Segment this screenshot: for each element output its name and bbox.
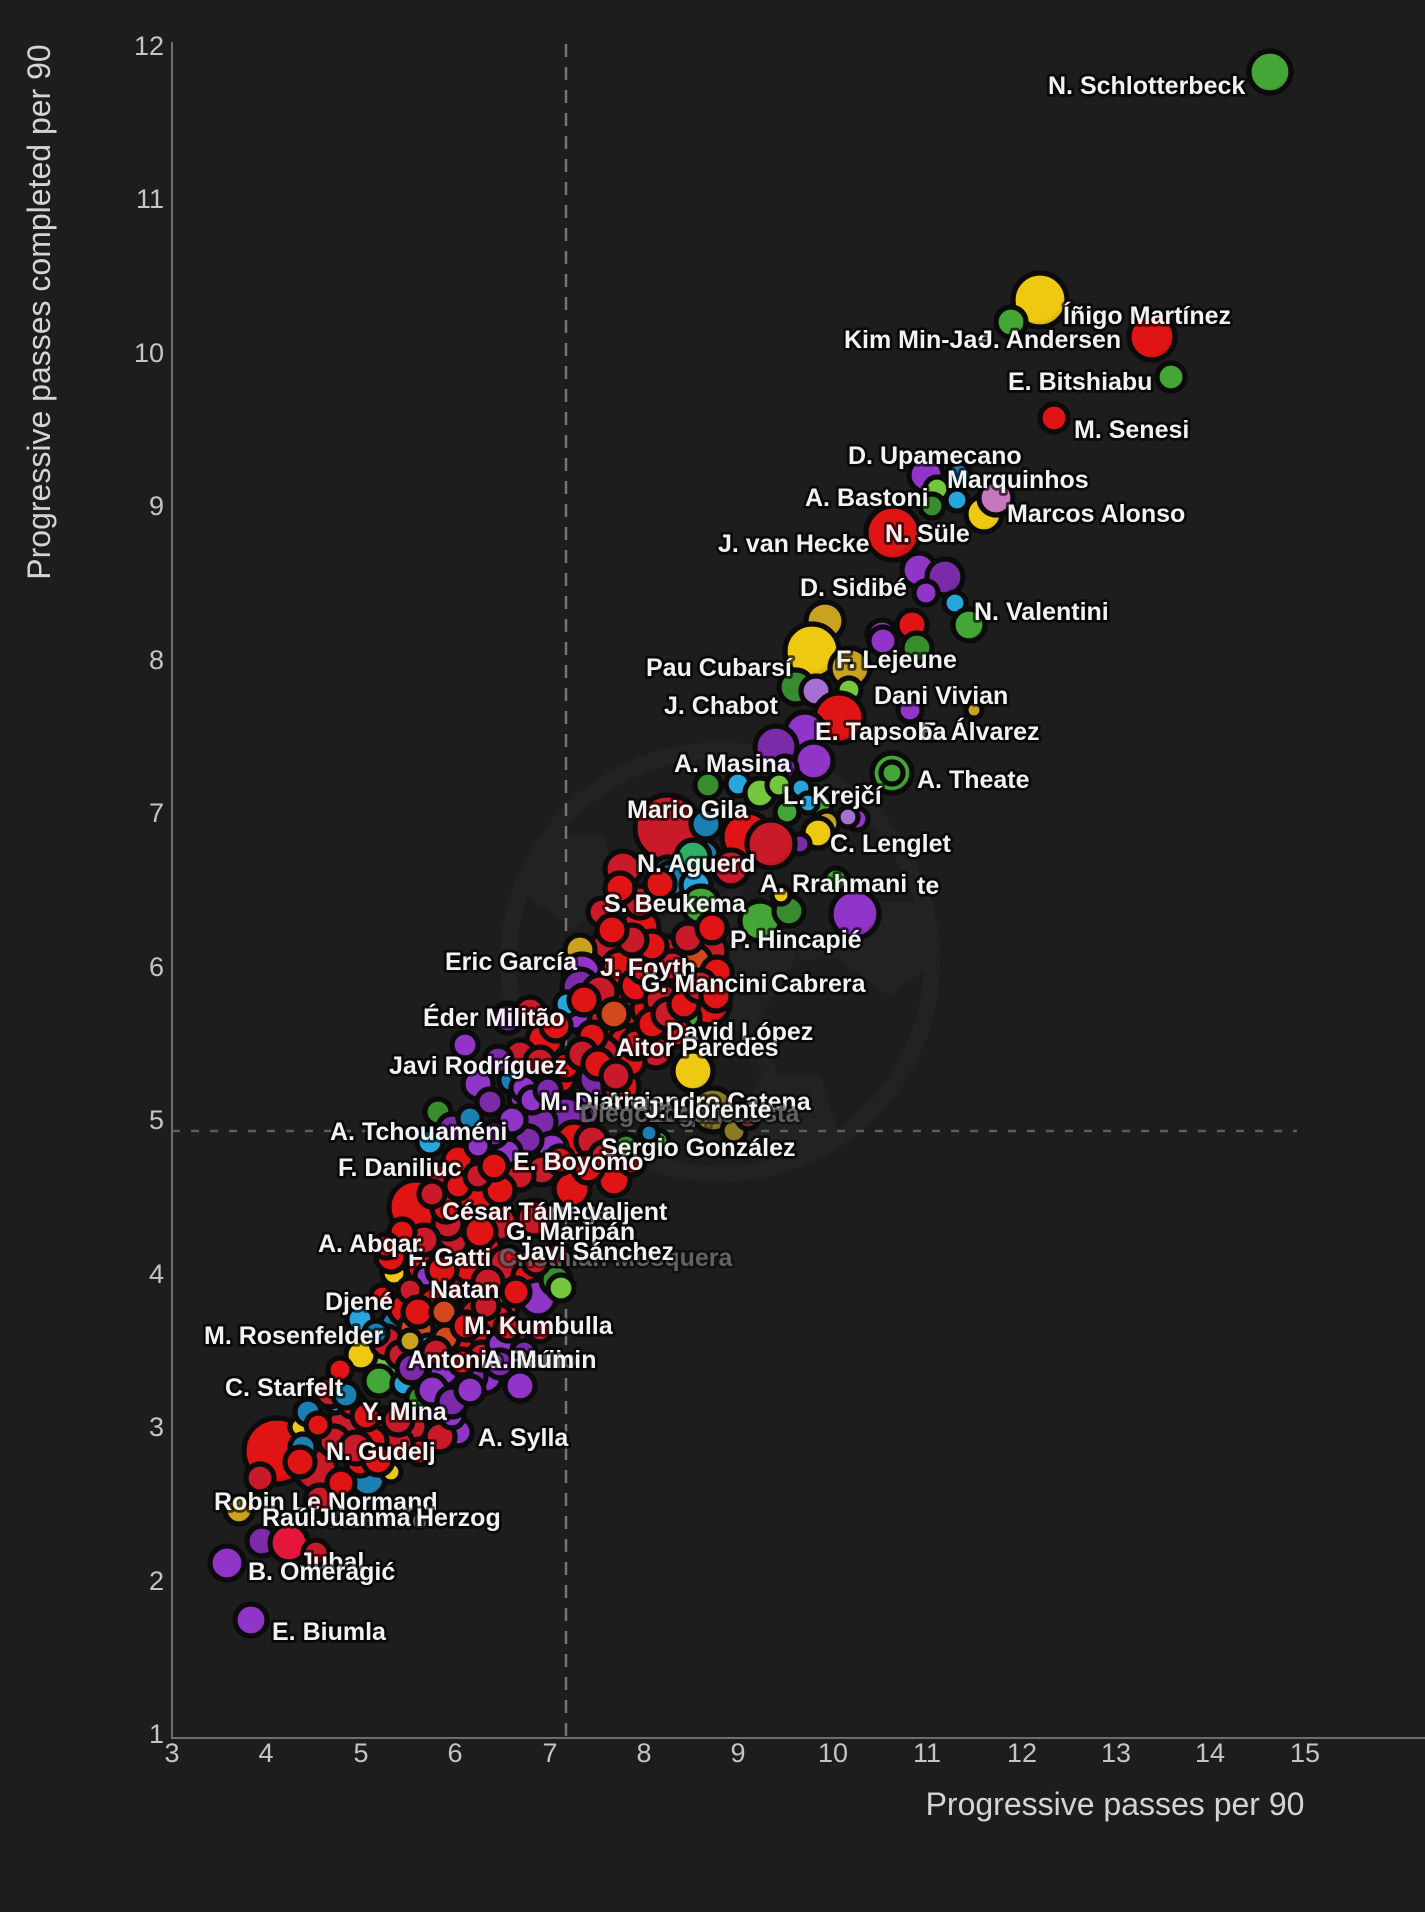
- svg-text:N. Valentini: N. Valentini: [974, 598, 1109, 626]
- svg-text:L. Krejčí: L. Krejčí: [783, 782, 883, 810]
- svg-text:J. Llorente: J. Llorente: [645, 1096, 772, 1124]
- svg-text:7: 7: [542, 1738, 557, 1768]
- svg-text:3: 3: [164, 1738, 179, 1768]
- svg-text:15: 15: [1290, 1738, 1320, 1768]
- svg-text:E. Tapsoba: E. Tapsoba: [815, 718, 948, 746]
- svg-text:M. Valjent: M. Valjent: [552, 1198, 668, 1226]
- svg-text:Eric García: Eric García: [445, 948, 578, 976]
- svg-text:12: 12: [134, 31, 164, 61]
- svg-text:Logan Costa: Logan Costa: [648, 1100, 800, 1128]
- svg-text:Natan: Natan: [430, 1276, 499, 1304]
- svg-text:Éder Militão: Éder Militão: [423, 1003, 565, 1032]
- svg-text:Kim Min-Jae: Kim Min-Jae: [844, 326, 991, 354]
- svg-text:César Tárrega: César Tárrega: [442, 1198, 611, 1226]
- svg-text:Y. Mina: Y. Mina: [362, 1398, 448, 1426]
- svg-text:4: 4: [149, 1259, 164, 1289]
- svg-text:Robin Le Normand: Robin Le Normand: [214, 1488, 438, 1516]
- svg-text:11: 11: [913, 1738, 941, 1768]
- svg-text:D. Upamecano: D. Upamecano: [848, 442, 1022, 470]
- svg-text:8: 8: [149, 645, 164, 675]
- svg-text:Progressive passes per 90: Progressive passes per 90: [926, 1786, 1305, 1822]
- svg-text:A. Mumin: A. Mumin: [484, 1346, 597, 1374]
- svg-text:B. Omeragić: B. Omeragić: [248, 1558, 395, 1586]
- svg-text:A. Masina: A. Masina: [674, 750, 792, 778]
- svg-text:A. Abqar: A. Abqar: [318, 1230, 422, 1258]
- svg-text:Aitor Paredes: Aitor Paredes: [616, 1034, 779, 1062]
- svg-text:A. Rrahmani: A. Rrahmani: [760, 870, 907, 898]
- svg-text:M. Kumbulla: M. Kumbulla: [464, 1312, 614, 1340]
- svg-text:7: 7: [149, 798, 164, 828]
- svg-text:Cabrera: Cabrera: [771, 970, 867, 998]
- svg-text:M. Rosenfelder: M. Rosenfelder: [204, 1322, 383, 1350]
- svg-text:N. Gudelj: N. Gudelj: [326, 1438, 436, 1466]
- svg-text:Asencio: Asencio: [330, 1506, 427, 1534]
- svg-text:S. Beukema: S. Beukema: [604, 890, 747, 918]
- svg-text:Javi Rodríguez: Javi Rodríguez: [389, 1052, 567, 1080]
- svg-text:E. Boyomo: E. Boyomo: [513, 1148, 644, 1176]
- svg-text:J. Chabot: J. Chabot: [664, 692, 779, 720]
- svg-text:10: 10: [134, 338, 164, 368]
- svg-text:Progressive passes completed p: Progressive passes completed per 90: [21, 44, 57, 579]
- svg-text:te: te: [917, 872, 939, 900]
- svg-text:2: 2: [149, 1566, 164, 1596]
- svg-text:Mario Gila: Mario Gila: [627, 796, 749, 824]
- svg-text:N. Aguerd: N. Aguerd: [637, 850, 756, 878]
- svg-text:Cristhian Mosquera: Cristhian Mosquera: [499, 1244, 733, 1272]
- svg-text:J. Andersen: J. Andersen: [979, 326, 1121, 354]
- svg-text:5: 5: [353, 1738, 368, 1768]
- svg-text:4: 4: [258, 1738, 273, 1768]
- svg-text:6: 6: [149, 952, 164, 982]
- svg-text:Javi Sánchez: Javi Sánchez: [517, 1238, 674, 1266]
- svg-text:E. Álvarez: E. Álvarez: [920, 717, 1040, 746]
- svg-text:D. Sidibé: D. Sidibé: [800, 574, 907, 602]
- svg-text:C. Lenglet: C. Lenglet: [830, 830, 952, 858]
- svg-text:Alejandro Catena: Alejandro Catena: [605, 1088, 812, 1116]
- svg-text:11: 11: [136, 184, 164, 214]
- svg-text:A. Sylla: A. Sylla: [478, 1424, 569, 1452]
- svg-text:E. Bitshiabu: E. Bitshiabu: [1008, 368, 1152, 396]
- svg-text:14: 14: [1195, 1738, 1225, 1768]
- svg-text:Pau Cubarsí: Pau Cubarsí: [646, 654, 793, 682]
- svg-text:Íñigo Martínez: Íñigo Martínez: [1063, 301, 1231, 330]
- svg-text:M. Senesi: M. Senesi: [1074, 416, 1189, 444]
- svg-text:12: 12: [1007, 1738, 1037, 1768]
- svg-text:J. Foyth: J. Foyth: [600, 954, 696, 982]
- svg-text:9: 9: [149, 491, 164, 521]
- svg-text:C. Starfelt: C. Starfelt: [225, 1374, 344, 1402]
- svg-text:N. Süle: N. Süle: [885, 520, 970, 548]
- svg-text:A. Bastoni: A. Bastoni: [805, 484, 929, 512]
- svg-text:G. Maripán: G. Maripán: [506, 1218, 635, 1246]
- svg-text:10: 10: [818, 1738, 848, 1768]
- svg-text:Diego Coppola: Diego Coppola: [580, 1100, 757, 1128]
- svg-text:David López: David López: [666, 1018, 813, 1046]
- svg-text:F. Lejeune: F. Lejeune: [836, 646, 957, 674]
- svg-text:3: 3: [149, 1412, 164, 1442]
- svg-text:A. Theate: A. Theate: [917, 766, 1030, 794]
- svg-text:6: 6: [447, 1738, 462, 1768]
- svg-text:N. Schlotterbeck: N. Schlotterbeck: [1048, 72, 1245, 100]
- svg-text:Sergio González: Sergio González: [601, 1134, 795, 1162]
- svg-text:Raúl: Raúl: [262, 1504, 316, 1532]
- svg-text:M. Diarra: M. Diarra: [540, 1088, 648, 1116]
- svg-text:Herzog: Herzog: [416, 1504, 501, 1532]
- svg-text:F. Gatti: F. Gatti: [408, 1244, 491, 1272]
- svg-text:P. Hincapié: P. Hincapié: [730, 926, 862, 954]
- svg-text:Marquinhos: Marquinhos: [947, 466, 1089, 494]
- svg-text:Juanma: Juanma: [316, 1504, 412, 1532]
- svg-text:G. Mancini: G. Mancini: [641, 970, 767, 998]
- svg-text:1: 1: [149, 1719, 164, 1749]
- svg-text:Djené: Djené: [325, 1288, 393, 1316]
- svg-text:F. Daniliuc: F. Daniliuc: [338, 1154, 462, 1182]
- svg-text:J. van Hecke: J. van Hecke: [718, 530, 870, 558]
- svg-text:A. Tchouaméni: A. Tchouaméni: [330, 1118, 507, 1146]
- svg-text:Marcos Alonso: Marcos Alonso: [1007, 500, 1185, 528]
- svg-text:Antonio Raíllo: Antonio Raíllo: [408, 1346, 577, 1374]
- svg-text:9: 9: [730, 1738, 745, 1768]
- svg-text:5: 5: [149, 1105, 164, 1135]
- svg-text:8: 8: [636, 1738, 651, 1768]
- svg-text:13: 13: [1101, 1738, 1131, 1768]
- svg-text:Jubal: Jubal: [299, 1548, 364, 1576]
- svg-text:Dani Vivian: Dani Vivian: [874, 682, 1008, 710]
- svg-text:E. Biumla: E. Biumla: [272, 1618, 387, 1646]
